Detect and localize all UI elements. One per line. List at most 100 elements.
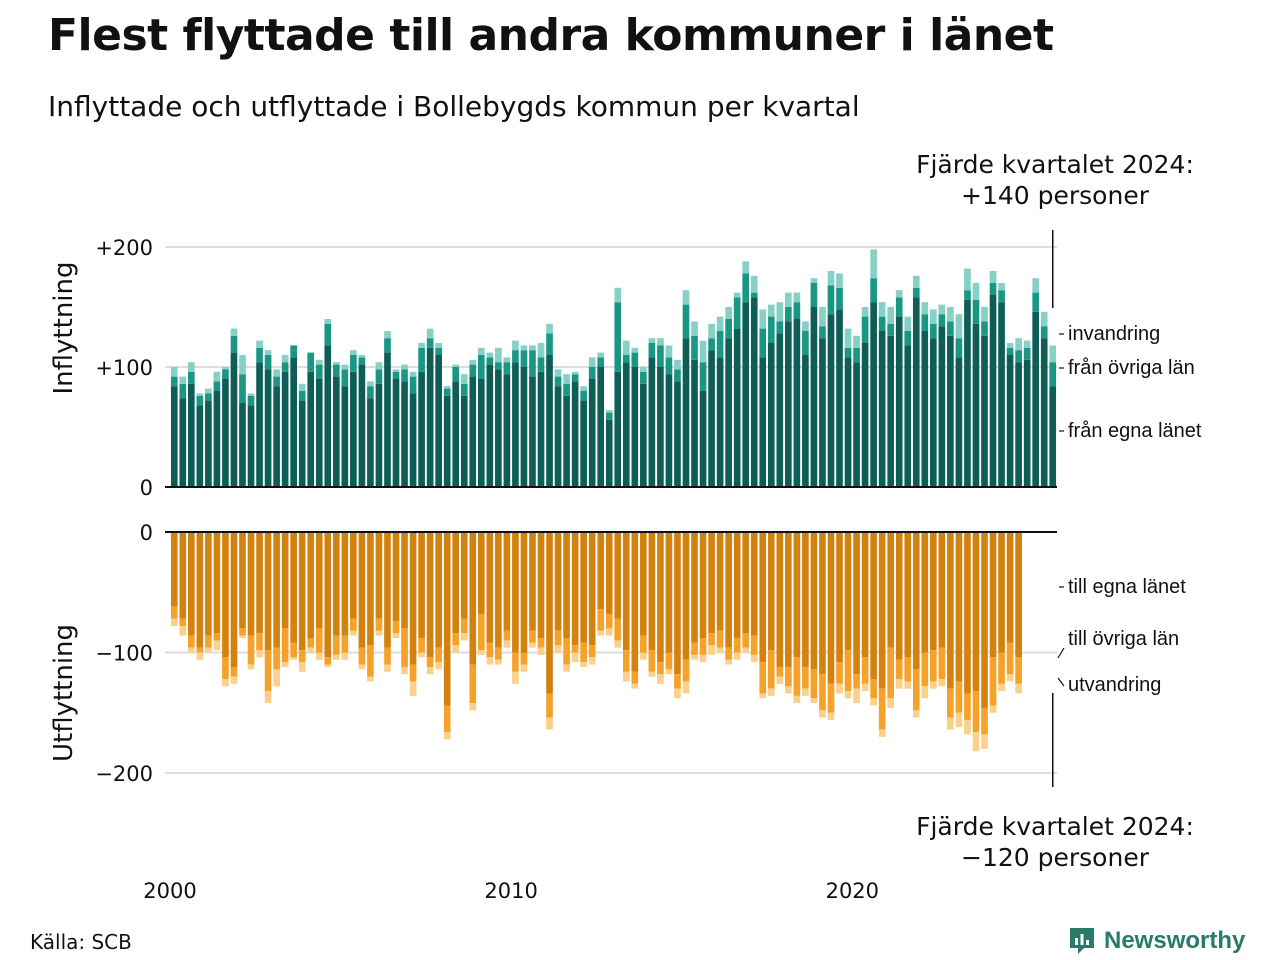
bar-out-1 [742, 633, 750, 648]
bar-in-2 [597, 352, 605, 358]
bar-out-2 [810, 698, 818, 704]
bar-in-2 [256, 340, 263, 348]
bar-out-1 [247, 635, 255, 665]
bar-out-2 [350, 630, 357, 636]
bar-in-1 [554, 376, 562, 387]
bar-out-1 [622, 650, 630, 672]
bar-in-2 [435, 343, 442, 348]
bar-in-2 [631, 347, 639, 353]
bar-out-0 [955, 532, 963, 682]
bar-in-2 [1040, 311, 1048, 327]
bar-in-0 [870, 302, 877, 487]
bar-out-2 [733, 652, 741, 660]
bar-out-2 [273, 669, 280, 687]
bar-out-2 [631, 683, 639, 689]
bar-in-1 [196, 395, 204, 406]
bar-out-1 [205, 635, 212, 648]
bar-in-1 [503, 362, 511, 375]
bar-out-1 [384, 647, 391, 665]
bar-in-2 [767, 304, 775, 317]
bar-in-0 [205, 400, 212, 487]
bar-out-2 [597, 630, 605, 636]
bar-in-2 [324, 319, 332, 324]
bar-out-0 [657, 532, 664, 663]
bar-out-1 [836, 662, 843, 684]
bar-in-1 [247, 395, 255, 406]
bar-out-2 [520, 664, 528, 672]
bar-in-0 [605, 419, 613, 487]
bar-in-0 [1049, 386, 1057, 487]
bar-in-2 [239, 355, 246, 375]
bar-out-0 [367, 532, 374, 646]
bar-out-2 [332, 654, 340, 660]
bar-in-0 [921, 331, 929, 487]
bar-in-1 [392, 371, 400, 379]
bar-in-2 [571, 371, 579, 375]
bar-in-0 [358, 364, 366, 487]
bar-out-1 [802, 666, 809, 689]
bar-out-0 [665, 532, 673, 653]
bar-in-1 [802, 331, 809, 355]
bar-in-2 [674, 359, 681, 370]
bar-in-1 [1006, 347, 1014, 355]
bar-out-1 [776, 666, 784, 677]
bar-out-2 [443, 732, 451, 740]
bar-out-0 [443, 532, 451, 706]
bar-out-0 [776, 532, 784, 667]
bar-out-0 [409, 532, 417, 665]
bar-out-2 [1015, 683, 1022, 694]
bar-out-1 [614, 618, 622, 641]
bar-in-2 [793, 292, 801, 303]
bar-out-1 [870, 679, 877, 699]
bar-in-1 [827, 285, 835, 315]
annotation-top-line: +140 personer [961, 181, 1150, 210]
bars-inflyttning [170, 249, 1057, 487]
bar-in-2 [392, 369, 400, 372]
bar-out-1 [315, 628, 323, 653]
bar-out-1 [443, 705, 451, 733]
bar-in-0 [435, 355, 442, 487]
bar-out-1 [264, 650, 272, 692]
bar-out-0 [469, 532, 477, 665]
bar-out-0 [938, 532, 946, 648]
bar-out-2 [426, 666, 434, 675]
bar-out-0 [298, 532, 306, 651]
bar-in-2 [401, 364, 408, 370]
bar-in-0 [495, 369, 502, 487]
bar-in-0 [802, 355, 809, 487]
bar-in-2 [998, 283, 1005, 291]
bar-in-0 [887, 335, 895, 487]
bar-in-0 [187, 383, 195, 487]
bar-out-2 [836, 683, 843, 694]
bar-in-0 [580, 400, 587, 487]
bar-in-0 [648, 357, 656, 487]
bar-out-2 [563, 664, 570, 672]
bar-out-0 [614, 532, 622, 619]
bar-in-0 [367, 398, 374, 487]
bar-out-2 [392, 633, 400, 639]
bar-in-0 [247, 405, 255, 487]
bar-out-2 [605, 628, 613, 636]
bar-in-0 [537, 371, 545, 487]
bar-out-1 [904, 657, 912, 682]
brand-logo[interactable]: Newsworthy [1068, 926, 1245, 956]
bar-in-1 [819, 326, 826, 339]
bar-in-0 [844, 357, 852, 487]
annotation-top-line: Fjärde kvartalet 2024: [916, 150, 1194, 179]
bar-in-1 [785, 307, 792, 322]
bar-in-1 [384, 338, 391, 353]
bar-out-0 [682, 532, 690, 660]
bar-out-1 [213, 633, 221, 641]
bar-out-0 [426, 532, 434, 658]
bar-in-0 [912, 297, 920, 487]
bar-in-1 [315, 364, 323, 379]
bar-in-0 [998, 302, 1005, 487]
bar-out-2 [384, 664, 391, 672]
bar-out-1 [290, 642, 297, 658]
bar-in-2 [699, 340, 707, 363]
bar-out-1 [239, 628, 246, 636]
bar-in-2 [520, 345, 528, 351]
bar-out-0 [750, 532, 758, 636]
bar-in-1 [256, 347, 263, 363]
bar-in-0 [307, 371, 315, 487]
